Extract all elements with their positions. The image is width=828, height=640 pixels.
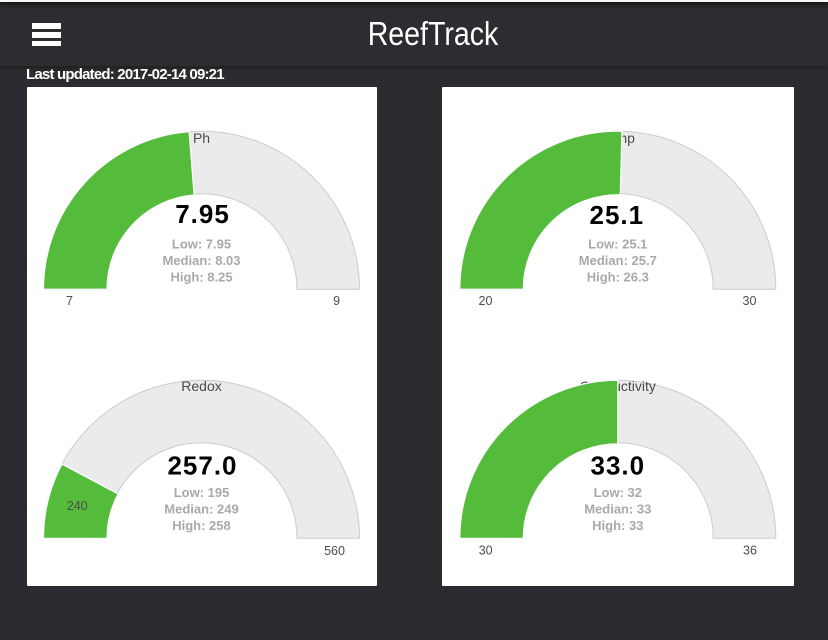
svg-text:Median: 8.03: Median: 8.03	[162, 253, 240, 268]
svg-text:240: 240	[67, 499, 88, 513]
svg-text:9: 9	[333, 294, 340, 308]
svg-text:560: 560	[324, 544, 345, 558]
svg-text:High: 26.3: High: 26.3	[587, 269, 649, 284]
svg-text:7.95: 7.95	[175, 198, 230, 228]
svg-text:7: 7	[66, 294, 73, 308]
svg-text:Low: 7.95: Low: 7.95	[172, 236, 231, 251]
svg-text:Median: 249: Median: 249	[164, 501, 238, 516]
svg-text:Low: 195: Low: 195	[174, 485, 230, 500]
svg-text:High: 8.25: High: 8.25	[170, 269, 232, 284]
svg-text:20: 20	[479, 294, 493, 308]
svg-text:33.0: 33.0	[590, 450, 645, 480]
svg-text:257.0: 257.0	[167, 450, 237, 480]
svg-text:Median: 33: Median: 33	[584, 501, 651, 516]
svg-text:Low: 32: Low: 32	[594, 485, 642, 500]
svg-text:Redox: Redox	[181, 378, 221, 394]
svg-text:30: 30	[743, 294, 757, 308]
svg-text:36: 36	[743, 543, 757, 557]
svg-text:30: 30	[479, 543, 493, 557]
svg-text:Median: 25.7: Median: 25.7	[579, 253, 657, 268]
svg-text:Low: 25.1: Low: 25.1	[588, 236, 647, 251]
svg-text:Ph: Ph	[193, 130, 210, 146]
svg-text:High: 258: High: 258	[172, 518, 231, 533]
svg-text:25.1: 25.1	[589, 199, 644, 229]
svg-text:High: 33: High: 33	[592, 518, 643, 533]
